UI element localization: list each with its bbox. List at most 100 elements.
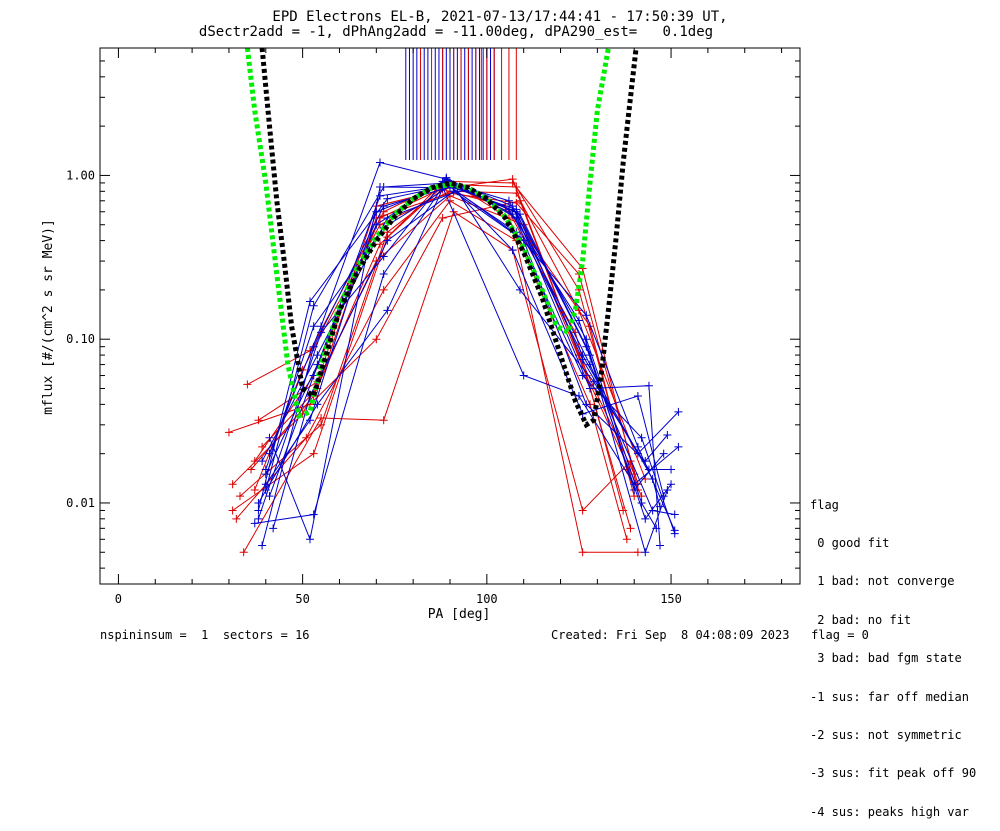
- data-point-marker: [239, 548, 248, 557]
- data-point-marker: [656, 502, 664, 511]
- legend-item: 3 bad: bad fgm state: [810, 651, 962, 666]
- data-point-marker: [438, 213, 447, 222]
- data-point-marker: [313, 400, 322, 409]
- data-point-marker: [619, 506, 628, 515]
- data-point-marker: [379, 285, 388, 294]
- data-point-marker: [512, 189, 521, 198]
- flux-series-line: [232, 178, 628, 540]
- data-point-marker: [265, 449, 274, 458]
- data-point-marker: [309, 322, 318, 331]
- chart-title-line1: EPD Electrons EL-B, 2021-07-13/17:44:41 …: [272, 9, 728, 25]
- data-point-marker: [670, 510, 679, 519]
- data-point-marker: [578, 506, 587, 515]
- data-point-marker: [254, 514, 263, 523]
- data-point-marker: [383, 194, 392, 203]
- data-point-marker: [637, 433, 646, 442]
- data-point-marker: [663, 431, 672, 440]
- legend-item: -4 sus: peaks high var: [810, 804, 969, 819]
- data-point-marker: [667, 480, 676, 489]
- model-fit-curve: [259, 48, 639, 429]
- data-point-marker: [258, 442, 267, 451]
- legend-item: -2 sus: not symmetric: [810, 727, 962, 742]
- legend-item: 0 good fit: [810, 535, 890, 550]
- chart-title-line2: dSectr2add = -1, dPhAng2add = -11.00deg,…: [198, 24, 714, 40]
- data-point-marker: [306, 535, 314, 544]
- data-point-marker: [379, 252, 388, 261]
- data-point-marker: [379, 416, 388, 425]
- flag-legend: flag 0 good fit 1 bad: not converge 2 ba…: [810, 473, 976, 831]
- data-point-marker: [258, 457, 267, 466]
- data-point-marker: [512, 205, 521, 214]
- data-point-marker: [258, 541, 267, 550]
- data-point-marker: [504, 196, 513, 205]
- footer-left: nspininsum = 1 sectors = 16: [100, 628, 310, 642]
- data-point-marker: [574, 391, 583, 400]
- data-point-marker: [313, 351, 322, 360]
- data-point-marker: [578, 548, 587, 557]
- data-point-marker: [637, 498, 646, 507]
- data-point-marker: [633, 442, 642, 451]
- y-tick-label: 0.01: [66, 496, 95, 510]
- data-point-marker: [261, 465, 270, 474]
- data-point-marker: [254, 416, 263, 425]
- data-point-marker: [372, 335, 381, 344]
- flux-series-line: [265, 185, 676, 531]
- data-point-marker: [663, 485, 672, 494]
- data-point-marker: [383, 236, 392, 245]
- flux-series-line: [254, 185, 679, 524]
- data-point-marker: [586, 384, 594, 393]
- footer-right: Created: Fri Sep 8 04:08:09 2023 flag = …: [551, 628, 869, 642]
- data-point-marker: [622, 535, 631, 544]
- data-point-marker: [372, 207, 381, 216]
- data-point-marker: [519, 371, 528, 380]
- data-point-marker: [309, 301, 318, 310]
- x-tick-label: 0: [115, 592, 122, 606]
- data-point-marker: [254, 498, 263, 507]
- data-point-marker: [578, 371, 587, 380]
- data-point-marker: [582, 335, 591, 344]
- data-point-marker: [372, 220, 381, 229]
- plot-axes: 0 50 100 150 0.01 0.10 1.00: [66, 47, 801, 606]
- data-point-marker: [265, 433, 274, 442]
- legend-item: 2 bad: no fit: [810, 612, 912, 627]
- data-point-marker: [626, 524, 635, 533]
- data-point-marker: [648, 506, 657, 515]
- data-point-marker: [586, 351, 594, 360]
- flux-series-lines: [224, 158, 683, 557]
- y-axis-label: mflux [#/(cm^2 s sr MeV)]: [41, 219, 56, 415]
- y-tick-label: 0.10: [66, 332, 95, 346]
- data-point-marker: [582, 311, 591, 320]
- data-point-marker: [232, 514, 241, 523]
- legend-item: -3 sus: fit peak off 90: [810, 766, 977, 781]
- x-tick-label: 100: [476, 592, 498, 606]
- model-fit-curves: [244, 48, 639, 429]
- data-point-marker: [317, 328, 326, 337]
- data-point-marker: [250, 457, 259, 466]
- data-point-marker: [306, 297, 314, 306]
- data-point-marker: [383, 306, 392, 315]
- data-point-marker: [376, 191, 384, 200]
- data-point-marker: [243, 380, 252, 389]
- data-point-marker: [261, 480, 270, 489]
- legend-item: 1 bad: not converge: [810, 574, 955, 589]
- data-point-marker: [224, 428, 233, 437]
- data-point-marker: [309, 510, 318, 519]
- data-point-marker: [250, 485, 259, 494]
- legend-title: flag: [810, 497, 839, 512]
- pitch-angle-plot: 0 50 100 150 0.01 0.10 1.00 PA [deg] mflux [#/…: [41, 47, 801, 622]
- data-point-marker: [516, 285, 524, 294]
- x-axis-label: PA [deg]: [428, 607, 491, 622]
- data-point-marker: [376, 158, 384, 167]
- data-point-marker: [250, 519, 259, 528]
- data-point-marker: [648, 475, 657, 484]
- data-point-marker: [670, 526, 679, 535]
- data-point-marker: [674, 407, 683, 416]
- data-point-marker: [508, 246, 517, 255]
- data-point-marker: [659, 492, 668, 501]
- data-point-marker: [247, 465, 256, 474]
- legend-item: -1 sus: far off median: [810, 689, 969, 704]
- data-point-marker: [641, 514, 650, 523]
- data-point-marker: [641, 548, 650, 557]
- data-point-marker: [644, 381, 653, 390]
- data-point-marker: [379, 270, 388, 279]
